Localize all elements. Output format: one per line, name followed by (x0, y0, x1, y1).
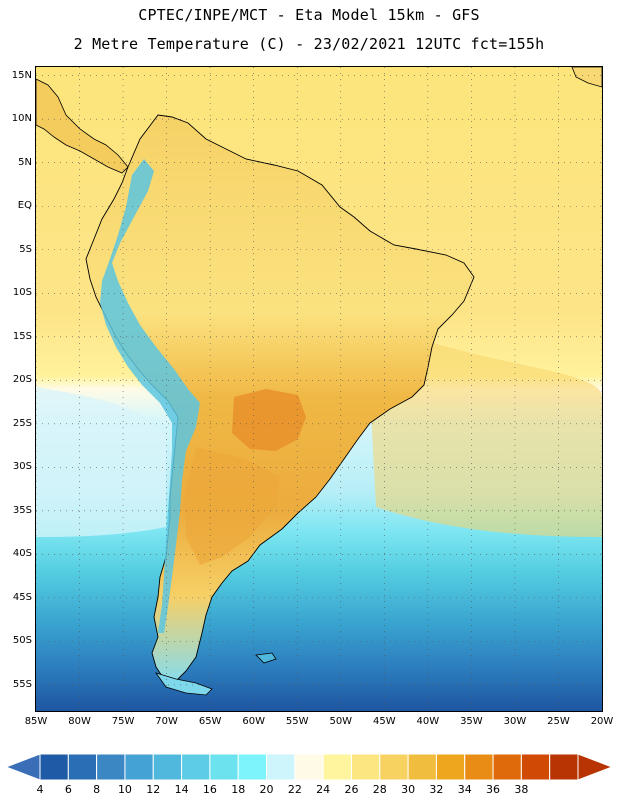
lon-tick-label: 85W (24, 716, 48, 727)
colorbar-label: 36 (486, 783, 501, 796)
colorbar-label: 18 (231, 783, 246, 796)
map-title-line1: CPTEC/INPE/MCT - Eta Model 15km - GFS (138, 6, 480, 24)
colorbar-swatch (209, 753, 239, 781)
lon-tick-label: 50W (329, 716, 353, 727)
central-america (36, 78, 129, 174)
lon-tick-label: 80W (68, 716, 91, 727)
colorbar-high-arrow (577, 753, 614, 781)
lat-tick-label: 5N (18, 156, 32, 168)
colorbar-swatch (237, 753, 268, 781)
colorbar-swatch (492, 753, 522, 781)
temperature-field (36, 67, 602, 711)
lon-tick-label: 20W (590, 716, 614, 727)
colorbar-swatch (96, 753, 126, 781)
colorbar-label: 28 (372, 783, 387, 796)
lat-tick-label: 30S (12, 461, 32, 473)
lon-tick-label: 40W (416, 716, 440, 727)
falkland-islands (255, 652, 277, 664)
pampas-warm-zone (184, 447, 280, 565)
colorbar-label: 8 (93, 783, 101, 796)
map-title-line2: 2 Metre Temperature (C) - 23/02/2021 12U… (73, 35, 545, 53)
lat-tick-label: EQ (17, 200, 32, 212)
colorbar-swatch (549, 753, 579, 781)
lat-tick-label: 40S (12, 548, 32, 560)
lat-tick-label: 10S (12, 287, 32, 299)
colorbar-low-arrow (4, 753, 41, 781)
colorbar-label: 24 (316, 783, 331, 796)
colorbar-swatch (435, 753, 466, 781)
colorbar-label: 30 (401, 783, 416, 796)
lat-tick-label: 35S (12, 504, 32, 516)
lat-lon-grid (36, 67, 602, 711)
colorbar-swatch (520, 753, 551, 781)
colorbar-label: 6 (64, 783, 72, 796)
africa-coast (571, 67, 602, 88)
colorbar-swatch (181, 753, 211, 781)
colorbar-swatch (39, 753, 69, 781)
lon-tick-label: 35W (460, 716, 483, 727)
colorbar-label: 12 (146, 783, 161, 796)
lat-tick-label: 5S (19, 243, 32, 255)
colorbar-label: 10 (117, 783, 132, 796)
colorbar-label: 34 (457, 783, 472, 796)
colorbar-swatch (407, 753, 437, 781)
colorbar-label: 38 (514, 783, 529, 796)
colorbar-swatches (4, 753, 614, 781)
colorbar-label: 4 (36, 783, 44, 796)
colorbar-swatch (379, 753, 409, 781)
andes-cold-band (100, 159, 200, 633)
colorbar-label: 16 (202, 783, 217, 796)
colorbar-label: 32 (429, 783, 444, 796)
lon-tick-label: 45W (372, 716, 396, 727)
lat-tick-label: 15S (12, 330, 32, 342)
lat-tick-label: 20S (12, 374, 32, 386)
lon-tick-label: 55W (285, 716, 309, 727)
temperature-map (36, 67, 602, 711)
colorbar-swatch (124, 753, 154, 781)
lon-tick-label: 25W (547, 716, 570, 727)
lon-tick-label: 60W (242, 716, 265, 727)
lon-tick-label: 65W (198, 716, 222, 727)
colorbar-swatch (294, 753, 324, 781)
colorbar-swatch (322, 753, 352, 781)
lon-tick-label: 70W (155, 716, 178, 727)
colorbar-label: 26 (344, 783, 359, 796)
colorbar-swatch (152, 753, 183, 781)
colorbar-label: 22 (287, 783, 302, 796)
colorbar (0, 752, 618, 782)
colorbar-swatch (350, 753, 381, 781)
colorbar-label: 20 (259, 783, 274, 796)
tierra-del-fuego (154, 672, 213, 696)
lat-tick-label: 15N (11, 69, 32, 81)
colorbar-swatch (266, 753, 296, 781)
pacific-cool-zone (36, 387, 166, 537)
lat-tick-label: 45S (12, 591, 32, 603)
colorbar-swatch (464, 753, 494, 781)
lat-tick-label: 50S (12, 635, 32, 647)
lat-tick-label: 55S (12, 678, 32, 690)
colorbar-label: 14 (174, 783, 189, 796)
colorbar-swatch (67, 753, 98, 781)
lat-tick-label: 10N (11, 113, 32, 125)
lon-tick-label: 75W (111, 716, 135, 727)
lon-tick-label: 30W (503, 716, 527, 727)
lat-tick-label: 25S (12, 417, 32, 429)
chaco-hot-zone (232, 389, 306, 451)
